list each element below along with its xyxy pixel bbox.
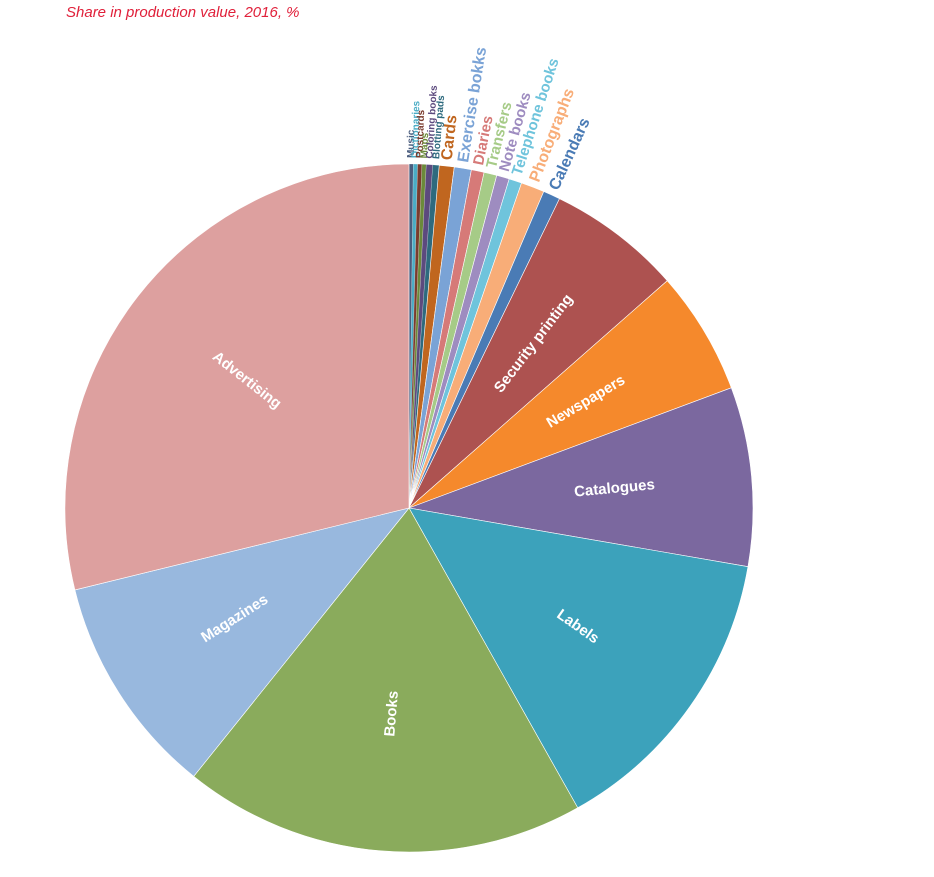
slice-label-books: Books	[381, 690, 402, 737]
slice-labels	[408, 507, 749, 809]
slice-magazines	[74, 507, 410, 777]
slice-label-cards: Cards	[439, 114, 461, 161]
slice-label-music: Music	[406, 129, 417, 158]
slice-advertising	[64, 163, 410, 591]
slice-label-coloring-books: Coloring books	[425, 85, 440, 159]
slice-catalogues	[407, 387, 754, 568]
slice-label-dictionaries: Dictionaries	[410, 100, 422, 158]
pie-slices	[64, 163, 754, 853]
slice-label-maps: Maps	[419, 132, 431, 158]
slice-security-printing	[408, 198, 668, 509]
slice-newspapers	[408, 280, 732, 509]
slice-label-postcards: Postcards	[415, 109, 428, 158]
slice-books	[193, 507, 579, 853]
slice-label-blotting-pads: Blotting pads	[431, 95, 447, 160]
chart-subtitle: Share in production value, 2016, %	[66, 4, 300, 21]
